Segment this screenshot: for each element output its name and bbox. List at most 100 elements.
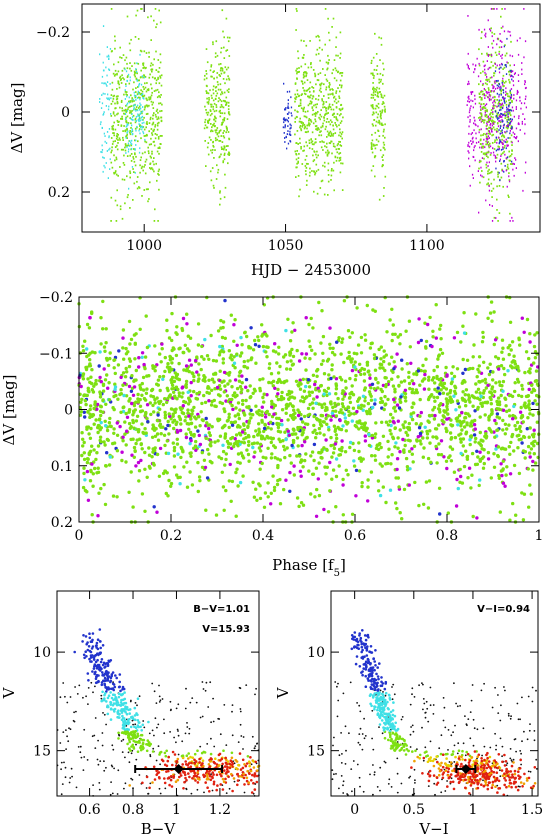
light-curve-point [508,99,510,102]
light-curve-point [145,141,148,144]
light-curve-point [142,97,144,99]
phase-point [200,465,205,469]
light-curve-point [106,131,109,133]
phase-point [347,413,351,417]
phase-point [463,416,467,420]
phase-point [491,378,495,382]
phase-point [86,409,90,414]
phase-point [481,330,485,335]
phase-point [152,505,156,509]
phase-point [383,295,387,300]
light-curve-point [513,174,515,177]
light-curve-point [210,64,213,66]
phase-point [289,359,293,363]
phase-point [444,459,449,463]
phase-point [108,356,112,361]
light-curve-point [222,135,225,137]
phase-point [363,386,367,390]
light-curve-point [375,120,378,123]
light-curve-point [216,76,218,79]
phase-point [271,349,276,353]
light-curve-point [284,108,287,111]
phase-point [512,463,517,468]
light-curve-point [481,93,484,96]
light-curve-point [487,144,490,146]
phase-point [241,398,245,403]
light-curve-point [212,41,214,44]
light-curve-point [327,62,329,65]
light-curve-point [328,151,330,154]
phase-point [534,379,539,383]
light-curve-point [502,89,505,92]
light-curve-point [489,66,492,69]
phase-point [306,413,310,417]
light-curve-point [496,87,499,90]
phase-point [489,397,493,402]
light-curve-point [511,55,514,58]
phase-point [439,402,443,406]
light-curve-point [509,90,511,93]
phase-point [365,361,369,365]
phase-point [285,446,289,450]
phase-point [496,356,501,361]
light-curve-point [132,157,135,160]
phase-point [490,393,495,397]
phase-point [514,427,518,432]
light-curve-point [140,89,142,92]
phase-point [324,438,328,442]
phase-point [393,390,397,394]
light-curve-point [339,128,341,131]
light-curve-point [303,92,306,95]
light-curve-point [310,141,313,144]
light-curve-point [502,124,505,127]
light-curve-point [482,83,484,85]
phase-point [292,408,296,412]
light-curve-point [209,114,212,117]
light-curve-point [501,143,504,145]
light-curve-point [228,152,230,154]
phase-point [269,372,274,376]
light-curve-point [497,102,500,105]
light-curve-point [494,110,497,113]
phase-point [99,486,103,491]
light-curve-point [480,37,483,39]
light-curve-point [507,118,510,121]
phase-point [504,404,508,408]
phase-point [438,347,443,352]
light-curve-point [300,128,302,130]
light-curve-point [215,109,218,112]
light-curve-point [502,104,505,107]
phase-point [449,459,454,463]
light-curve-point [223,152,226,155]
light-curve-point [523,102,526,105]
light-curve-point [149,163,151,165]
phase-point [169,417,173,421]
light-curve-point [320,134,323,137]
light-curve-point [311,97,314,100]
phase-point [398,342,402,346]
light-curve-point [497,220,499,222]
light-curve-point [370,104,373,107]
phase-point [520,387,525,391]
light-curve-point [486,183,488,186]
light-curve-point [112,111,115,114]
phase-point [216,439,220,443]
light-curve-point [159,110,161,113]
light-curve-point [322,68,324,70]
phase-point [203,465,208,470]
light-curve-point [129,131,131,134]
light-curve-point [297,161,299,164]
phase-point [240,351,244,355]
phase-point [135,438,139,442]
phase-point [129,337,134,342]
phase-point [466,393,471,397]
light-curve-point [489,94,492,97]
light-curve-point [215,40,218,43]
phase-point [315,487,319,492]
light-curve-point [495,115,497,117]
light-curve-point [320,109,322,111]
phase-point [232,444,236,449]
light-curve-point [327,180,330,183]
phase-point [389,412,393,417]
phase-point [317,461,321,465]
